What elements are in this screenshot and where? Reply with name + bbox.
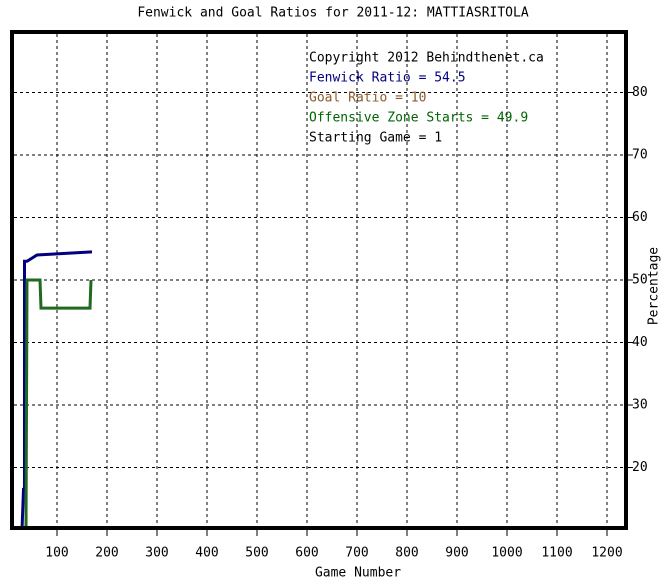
x-tick-label: 1000 <box>491 546 522 561</box>
legend-entry: Goal Ratio = 10 <box>309 91 426 106</box>
x-tick-label: 1200 <box>591 546 622 561</box>
x-tick-label: 400 <box>195 546 218 561</box>
x-tick-label: 300 <box>145 546 168 561</box>
x-tick-label: 900 <box>445 546 468 561</box>
legend-entry: Copyright 2012 Behindthenet.ca <box>309 51 544 66</box>
y-tick-label: 30 <box>632 398 648 413</box>
legend-entry: Starting Game = 1 <box>309 131 442 146</box>
series-line <box>24 278 93 526</box>
legend-entry: Fenwick Ratio = 54.5 <box>309 71 466 86</box>
y-tick-label: 60 <box>632 210 648 225</box>
x-axis-label: Game Number <box>315 566 401 580</box>
x-tick-label: 1100 <box>541 546 572 561</box>
plot-frame <box>10 30 628 530</box>
y-tick-label: 70 <box>632 148 648 163</box>
y-tick-label: 50 <box>632 273 648 288</box>
y-tick-label: 20 <box>632 460 648 475</box>
x-tick-label: 500 <box>245 546 268 561</box>
legend-entry: Offensive Zone Starts = 49.9 <box>309 111 528 126</box>
x-tick-label: 800 <box>395 546 418 561</box>
y-axis-label: Percentage <box>647 247 662 325</box>
y-tick-label: 40 <box>632 335 648 350</box>
x-tick-label: 700 <box>345 546 368 561</box>
x-tick-label: 200 <box>95 546 118 561</box>
series-line <box>20 250 93 526</box>
y-tick-label: 80 <box>632 85 648 100</box>
x-tick-label: 100 <box>45 546 68 561</box>
x-tick-label: 600 <box>295 546 318 561</box>
chart-title: Fenwick and Goal Ratios for 2011-12: MAT… <box>137 6 529 21</box>
